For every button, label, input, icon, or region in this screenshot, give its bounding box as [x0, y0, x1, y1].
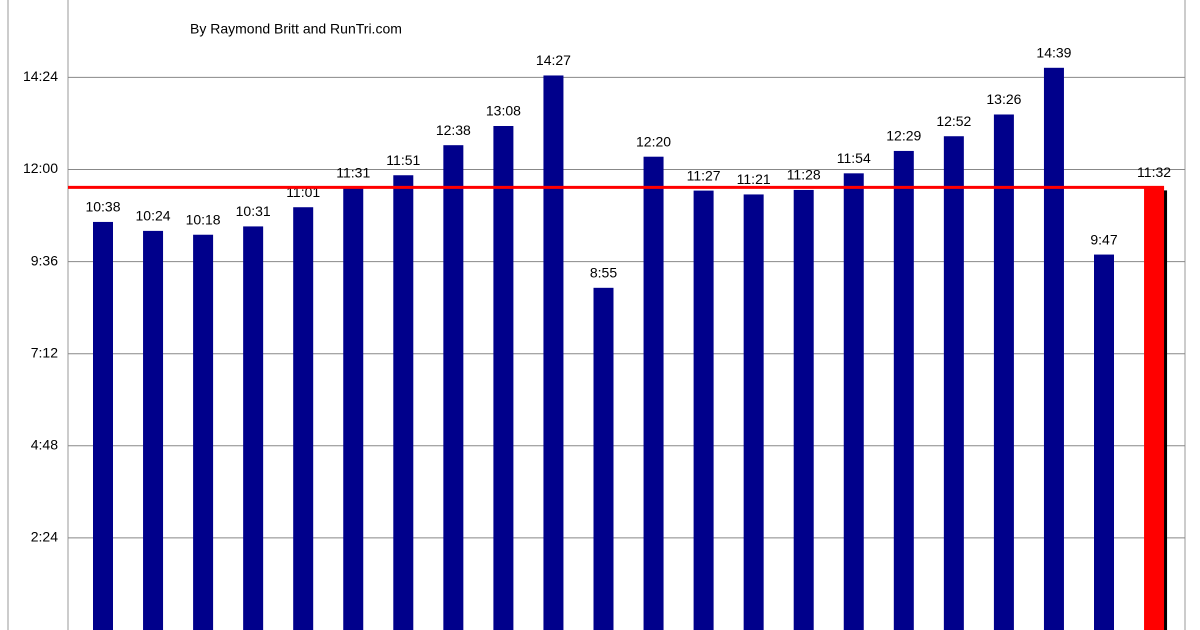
data-label: 14:27 [536, 52, 571, 68]
bar [93, 221, 113, 630]
y-tick-label: 12:00 [23, 160, 58, 176]
data-label: 10:24 [136, 208, 171, 224]
bar [193, 234, 214, 630]
bar [493, 126, 514, 630]
bar-shadow [1163, 190, 1168, 630]
bar [393, 175, 414, 630]
y-tick-label: 7:12 [31, 344, 58, 360]
bar [443, 145, 464, 630]
bar [993, 114, 1014, 630]
data-label: 10:31 [236, 203, 271, 219]
bar [1144, 187, 1165, 630]
bar [843, 173, 864, 630]
data-label: 12:29 [886, 128, 921, 144]
data-label: 8:55 [590, 265, 617, 281]
data-label: 10:38 [85, 199, 120, 215]
bar [243, 226, 264, 630]
bar [793, 189, 814, 630]
bar [143, 230, 164, 630]
bar [293, 207, 314, 630]
bar [743, 194, 764, 630]
data-label: 14:39 [1036, 45, 1071, 61]
data-label: 11:32 [1137, 164, 1171, 180]
data-label: 12:20 [636, 133, 671, 149]
y-tick-label: 2:24 [31, 529, 58, 545]
chart-subtitle: By Raymond Britt and RunTri.com [190, 21, 402, 37]
y-tick-label: 4:48 [31, 437, 58, 453]
data-label: 9:47 [1090, 231, 1117, 247]
bar [693, 190, 714, 630]
bar [543, 75, 564, 630]
bar [943, 136, 964, 630]
bar [593, 287, 614, 630]
bar [343, 188, 364, 630]
data-label: 13:26 [986, 91, 1021, 107]
data-label: 11:54 [837, 150, 871, 166]
bar [1043, 67, 1064, 630]
y-tick-label: 14:24 [23, 68, 58, 84]
data-label: 11:31 [336, 165, 370, 181]
data-label: 11:28 [787, 167, 821, 183]
data-label: 13:08 [486, 103, 521, 119]
data-label: 11:21 [737, 171, 771, 187]
y-tick-label: 9:36 [31, 252, 58, 268]
data-label: 11:27 [687, 167, 721, 183]
data-label: 12:52 [936, 113, 971, 129]
bar [893, 150, 914, 630]
bar [643, 156, 664, 630]
data-label: 10:18 [186, 211, 221, 227]
bar [1094, 254, 1114, 630]
data-label: 12:38 [436, 122, 471, 138]
data-label: 11:51 [386, 152, 420, 168]
